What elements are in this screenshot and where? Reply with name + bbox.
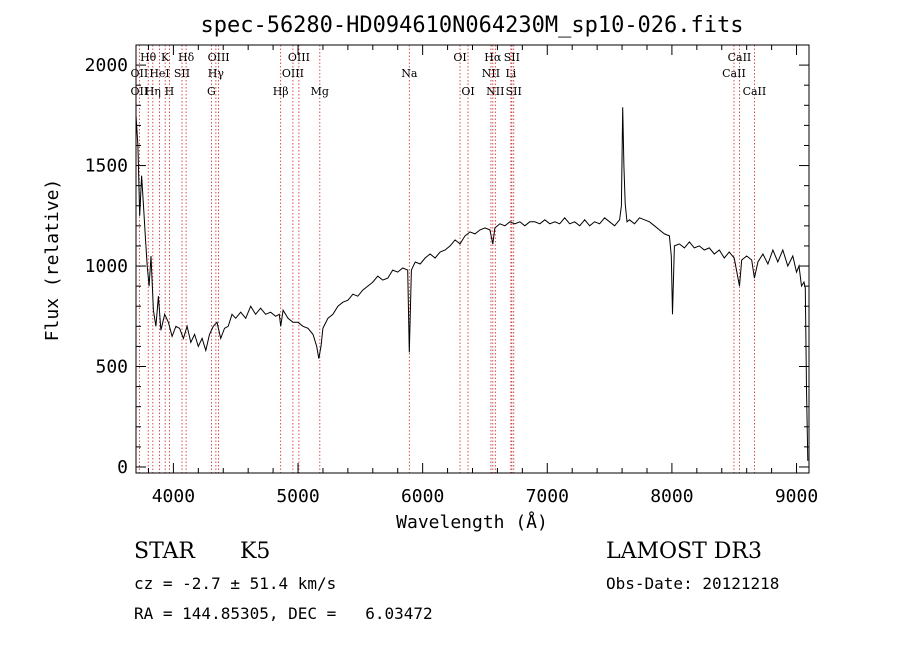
x-tick-label: 8000 bbox=[650, 486, 693, 507]
spectral-line-label: OIII bbox=[208, 51, 230, 64]
spectral-line-label: Hη bbox=[145, 85, 161, 98]
chart-title: spec-56280-HD094610N064230M_sp10-026.fit… bbox=[200, 13, 743, 38]
observation-date-label: Obs-Date: 20121218 bbox=[606, 574, 780, 593]
spectral-line-label: OII bbox=[131, 85, 149, 98]
spectral-line-label: CaII bbox=[743, 85, 767, 98]
spectral-line-label: OIII bbox=[288, 51, 310, 64]
y-tick-label: 0 bbox=[117, 457, 128, 478]
spectral-line-label: SII bbox=[506, 85, 522, 98]
y-tick-label: 500 bbox=[95, 357, 128, 378]
spectral-line-label: OIII bbox=[282, 67, 304, 80]
plot-frame bbox=[135, 44, 810, 474]
spectral-line-label: SII bbox=[174, 67, 190, 80]
spectral-line-label: Hδ bbox=[178, 51, 195, 64]
x-axis-ticks: 4000 5000 6000 7000 8000 9000 bbox=[147, 45, 818, 507]
spectral-line-label: HeI bbox=[149, 67, 169, 80]
spectral-line-label: Mg bbox=[311, 85, 329, 98]
spectral-line-label: Hα bbox=[484, 51, 502, 64]
spectrum-series-line bbox=[135, 107, 809, 461]
spectral-line-label: OI bbox=[453, 51, 466, 64]
x-axis-label: Wavelength (Å) bbox=[396, 511, 548, 533]
y-tick-label: 2000 bbox=[85, 55, 128, 76]
x-tick-label: 6000 bbox=[401, 486, 444, 507]
y-axis-ticks: 0 500 1000 1500 2000 bbox=[85, 55, 809, 478]
coordinates-label: RA = 144.85305, DEC = 6.03472 bbox=[134, 604, 433, 623]
spectral-line-label: NII bbox=[486, 85, 504, 98]
spectral-line-label: Li bbox=[505, 67, 516, 80]
spectral-line-label: OII bbox=[131, 67, 149, 80]
spectral-line-label: Hθ bbox=[140, 51, 157, 64]
x-tick-label: 5000 bbox=[276, 486, 319, 507]
spectral-line-label: CaII bbox=[722, 67, 746, 80]
survey-label: LAMOST DR3 bbox=[606, 539, 762, 564]
spectral-line-label: Hβ bbox=[273, 85, 289, 98]
spectral-line-label: Hγ bbox=[208, 67, 225, 80]
y-tick-label: 1500 bbox=[85, 156, 128, 177]
spectral-line-label: OI bbox=[461, 85, 474, 98]
spectral-line-label: K bbox=[161, 51, 170, 64]
redshift-label: cz = -2.7 ± 51.4 km/s bbox=[134, 574, 337, 593]
y-axis-label: Flux (relative) bbox=[42, 179, 63, 342]
x-tick-label: 7000 bbox=[526, 486, 569, 507]
x-tick-label: 9000 bbox=[775, 486, 818, 507]
subclass-label: K5 bbox=[240, 539, 271, 564]
spectral-line-label: CaII bbox=[728, 51, 752, 64]
spectral-line-label: Na bbox=[401, 67, 418, 80]
spectral-line-label: H bbox=[165, 85, 175, 98]
x-tick-label: 4000 bbox=[152, 486, 195, 507]
spectral-line-label: G bbox=[207, 85, 216, 98]
y-tick-label: 1000 bbox=[85, 256, 128, 277]
spectral-line-markers bbox=[138, 45, 755, 473]
object-class-label: STAR bbox=[134, 539, 195, 564]
spectral-line-label: SII bbox=[504, 51, 520, 64]
spectral-line-label: NII bbox=[482, 67, 500, 80]
